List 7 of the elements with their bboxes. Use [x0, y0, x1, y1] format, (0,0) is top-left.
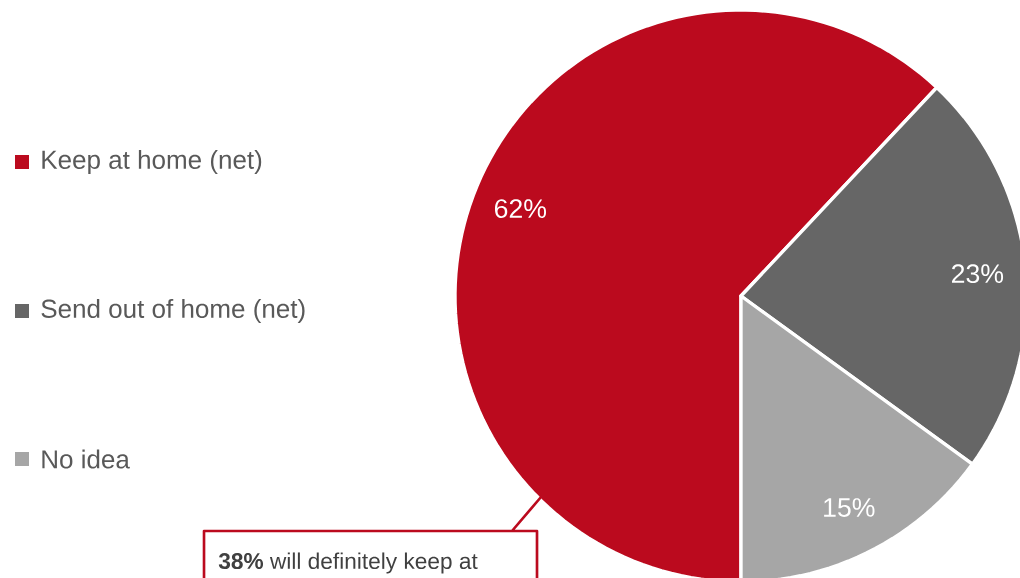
data-label: 23% — [952, 264, 1004, 284]
data-label: 62% — [494, 199, 547, 219]
legend-label: Send out of home (net) — [41, 298, 305, 324]
data-label: 15% — [824, 498, 875, 517]
legend-label: No idea — [42, 449, 130, 469]
legend-label: Keep at home (net) — [42, 149, 262, 175]
text: 38% will definitely keep at — [218, 552, 478, 574]
